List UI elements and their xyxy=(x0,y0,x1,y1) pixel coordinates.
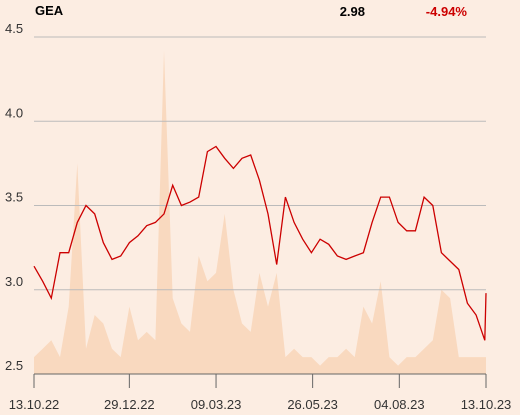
x-tick-label: 13.10.23 xyxy=(461,397,512,412)
x-tick-label: 29.12.22 xyxy=(104,397,155,412)
y-tick-label: 3.5 xyxy=(5,190,23,205)
x-tick-label: 13.10.22 xyxy=(9,397,60,412)
x-tick-label: 09.03.23 xyxy=(191,397,242,412)
change: -4.94% xyxy=(426,4,468,19)
price-line xyxy=(33,145,487,341)
price: 2.98 xyxy=(340,4,365,19)
x-tick-label: 04.08.23 xyxy=(374,397,425,412)
chart-title: GEA xyxy=(35,3,64,18)
y-tick-label: 2.5 xyxy=(5,358,23,373)
y-tick-label: 4.5 xyxy=(5,21,23,36)
y-tick-label: 4.0 xyxy=(5,105,23,120)
y-tick-label: 3.0 xyxy=(5,274,23,289)
volume-area xyxy=(34,50,486,374)
x-tick-label: 26.05.23 xyxy=(287,397,338,412)
